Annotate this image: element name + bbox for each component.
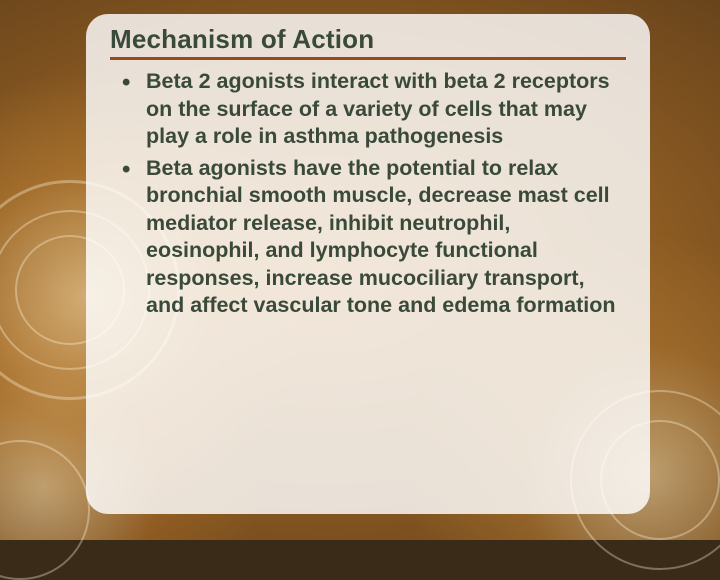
bullet-list: Beta 2 agonists interact with beta 2 rec… [110,68,626,320]
content-card: Mechanism of Action Beta 2 agonists inte… [86,14,650,514]
list-item: Beta agonists have the potential to rela… [116,155,626,320]
slide-title: Mechanism of Action [110,24,626,60]
decorative-swirl [0,440,90,580]
list-item: Beta 2 agonists interact with beta 2 rec… [116,68,626,151]
